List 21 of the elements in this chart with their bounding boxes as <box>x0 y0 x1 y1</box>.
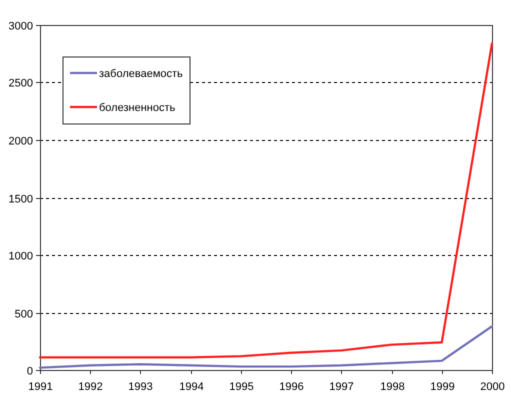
x-tick-label: 1991 <box>28 381 53 393</box>
x-tick-label: 1997 <box>329 381 354 393</box>
y-tick-label: 3000 <box>8 20 33 32</box>
x-tick-label: 1993 <box>128 381 153 393</box>
x-tick-label: 1994 <box>179 381 204 393</box>
y-tick-label: 2500 <box>8 78 33 90</box>
line-series <box>38 325 494 369</box>
line-series <box>38 42 494 358</box>
y-tick-label: 0 <box>26 366 33 378</box>
x-tick-label: 2000 <box>480 381 505 393</box>
x-tick-label: 1996 <box>279 381 304 393</box>
y-tick-label: 1500 <box>8 194 33 206</box>
legend-label: заболеваемость <box>99 68 184 80</box>
x-tick-label: 1998 <box>380 381 405 393</box>
y-tick-label: 500 <box>14 308 33 320</box>
y-tick-label: 1000 <box>8 250 33 262</box>
x-tick-label: 1992 <box>78 381 103 393</box>
x-tick-label: 1995 <box>229 381 254 393</box>
x-tick-label: 1999 <box>430 381 455 393</box>
legend-label: болезненность <box>99 102 176 114</box>
y-tick-label: 2000 <box>8 136 33 148</box>
